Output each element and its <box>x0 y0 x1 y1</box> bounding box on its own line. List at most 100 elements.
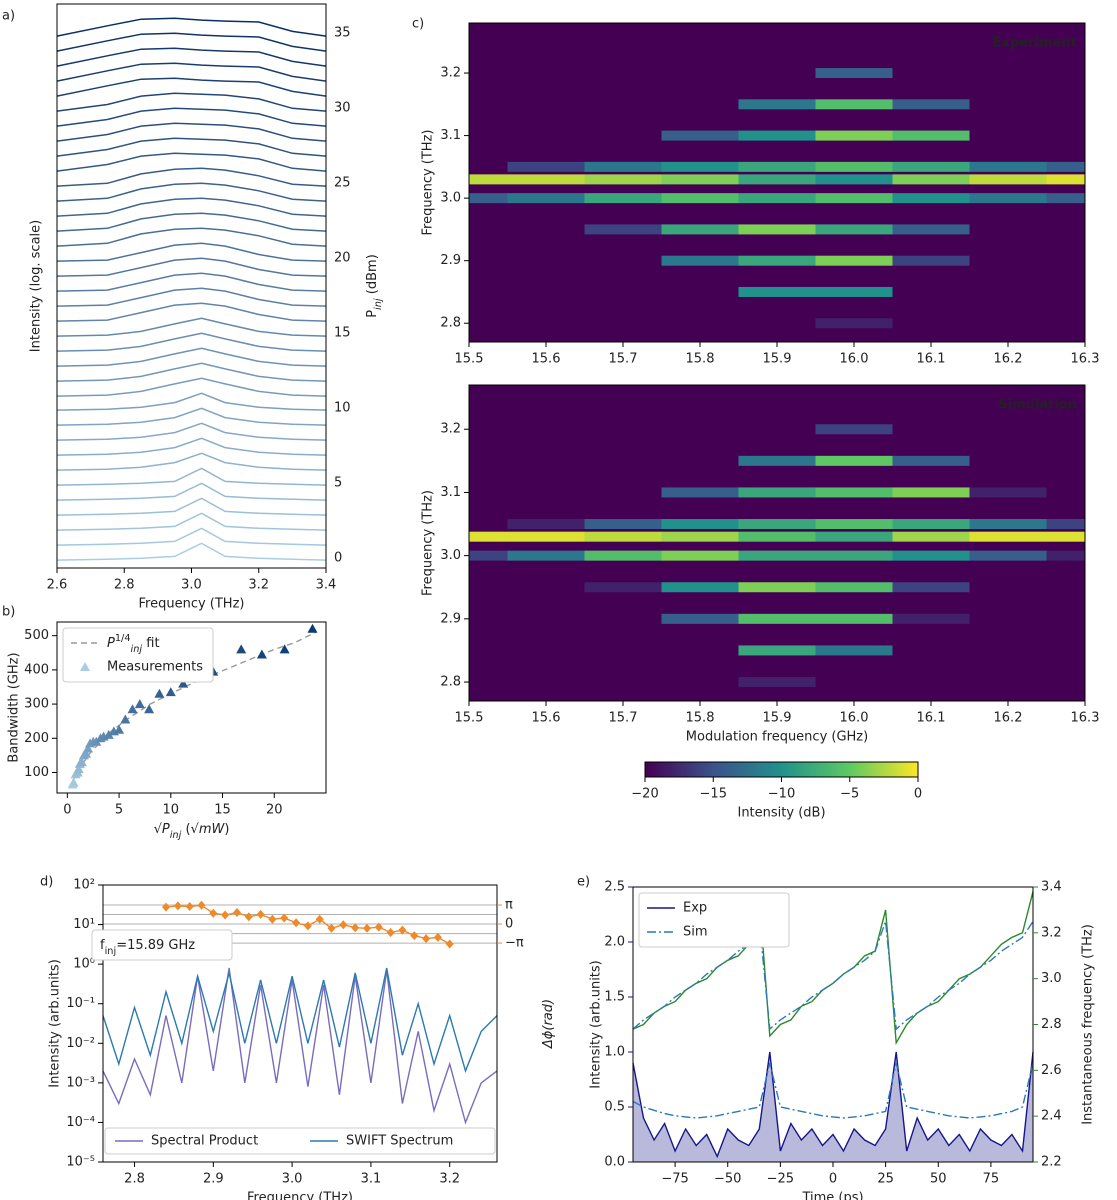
heatmap-cell <box>815 531 893 542</box>
x-tick-label: 15.9 <box>763 711 792 726</box>
heatmap-cell <box>1046 224 1085 235</box>
marker <box>134 699 145 709</box>
heatmap-cell <box>969 286 1047 297</box>
heatmap-cell <box>1046 424 1085 435</box>
marker <box>120 714 131 724</box>
heatmap-cell <box>584 255 662 266</box>
x-axis-label-part: inj <box>170 830 182 841</box>
marker <box>351 923 360 933</box>
heatmap-cell <box>969 677 1047 688</box>
heatmap-cell <box>969 487 1047 498</box>
panel-letter: a) <box>2 9 15 24</box>
y2-tick-label: 0 <box>334 551 342 566</box>
heatmap-cell <box>738 645 816 656</box>
heatmap-cell <box>815 424 893 435</box>
spectrum-trace <box>56 212 327 232</box>
legend-label-part: P <box>107 636 115 651</box>
heatmap-cell <box>892 645 970 656</box>
heatmap-cell <box>969 550 1047 561</box>
x-tick-label: 16.2 <box>994 711 1023 726</box>
y2-tick-label: 2.4 <box>1041 1109 1062 1124</box>
heatmap-cell <box>469 224 508 235</box>
heatmap-cell <box>507 424 585 435</box>
spectrum-trace <box>56 107 327 127</box>
y-axis-label: Intensity (arb.units) <box>589 960 604 1089</box>
y2-tick-label: 10 <box>334 401 351 416</box>
heatmap-cell <box>969 130 1047 141</box>
heatmap-cell <box>815 487 893 498</box>
heatmap-cell <box>507 455 585 466</box>
x-tick-label: 15.5 <box>455 711 484 726</box>
x-axis-label-part: √mW <box>191 822 226 837</box>
y-tick-label: 10⁻² <box>66 1036 95 1051</box>
marker <box>256 909 265 919</box>
heatmap-cell <box>969 224 1047 235</box>
marker <box>83 743 93 753</box>
heatmap-cell <box>892 99 970 110</box>
heatmap-cell <box>507 174 585 185</box>
heatmap-cell <box>892 455 970 466</box>
spectrum-trace <box>56 422 327 441</box>
heatmap-cell <box>969 455 1047 466</box>
x-tick-label: −75 <box>661 1172 688 1187</box>
heatmap-cell <box>661 174 739 185</box>
heatmap-cell <box>892 677 970 688</box>
heatmap-cell <box>469 550 508 561</box>
legend-label: Spectral Product <box>151 1134 258 1149</box>
heatmap-cell <box>815 286 893 297</box>
x-tick-label: 15.6 <box>532 352 561 367</box>
marker <box>307 623 318 633</box>
heatmap-cell <box>469 677 508 688</box>
spectrum-trace <box>56 47 327 67</box>
heatmap-cell <box>815 550 893 561</box>
x-axis-label-part: P <box>162 822 170 837</box>
heatmap-cell <box>661 224 739 235</box>
legend-label-part: inj <box>131 644 143 655</box>
heatmap-cell <box>584 455 662 466</box>
marker <box>185 902 194 911</box>
y2-tick-label: 30 <box>334 101 351 116</box>
spectrum-trace <box>56 17 327 37</box>
heatmap-cell <box>1046 519 1085 530</box>
legend-label-part: 1/4 <box>115 633 131 644</box>
heatmap-cell <box>469 645 508 656</box>
x-tick-label: 3.2 <box>439 1172 460 1187</box>
heatmap-cell <box>507 99 585 110</box>
y-tick-label: 3.2 <box>440 66 461 81</box>
heatmap-cell <box>815 455 893 466</box>
spectrum-trace <box>56 182 327 202</box>
y-axis-label: Frequency (THz) <box>421 490 436 596</box>
x-tick-label: 0 <box>914 787 922 802</box>
annotation-part: =15.89 GHz <box>116 938 195 953</box>
y-tick-label: 2.8 <box>440 316 461 331</box>
heatmap-cell <box>1046 582 1085 593</box>
marker <box>386 928 395 937</box>
heatmap-cell <box>469 424 508 435</box>
heatmap-cell <box>1046 255 1085 266</box>
spectrum-trace <box>56 242 327 262</box>
heatmap-cell <box>1046 550 1085 561</box>
heatmap-cell <box>469 318 508 329</box>
x-tick-label: 0 <box>63 803 71 818</box>
x-tick-label: 15.5 <box>455 352 484 367</box>
y-tick-label: 0.0 <box>604 1155 625 1170</box>
x-tick-label: 16.1 <box>917 711 946 726</box>
x-tick-label: −20 <box>631 787 658 802</box>
heatmap-cell <box>892 174 970 185</box>
y2-tick-label: 3.2 <box>1041 925 1062 940</box>
heatmap-cell <box>815 130 893 141</box>
y2-tick-label: 3.4 <box>1041 880 1062 895</box>
heatmap-cell <box>507 613 585 624</box>
heatmap-cell <box>661 68 739 79</box>
heatmap-cell <box>584 582 662 593</box>
heatmap-cell <box>507 645 585 656</box>
x-tick-label: 16.1 <box>917 352 946 367</box>
x-tick-label: 2.8 <box>114 578 135 593</box>
heatmap-cell <box>507 487 585 498</box>
y-tick-label: 10⁻⁴ <box>66 1115 95 1130</box>
x-tick-label: 2.6 <box>47 578 68 593</box>
heatmap-cell <box>507 286 585 297</box>
x-tick-label: −5 <box>840 787 859 802</box>
heatmap-cell <box>892 193 970 204</box>
heatmap-cell <box>469 68 508 79</box>
